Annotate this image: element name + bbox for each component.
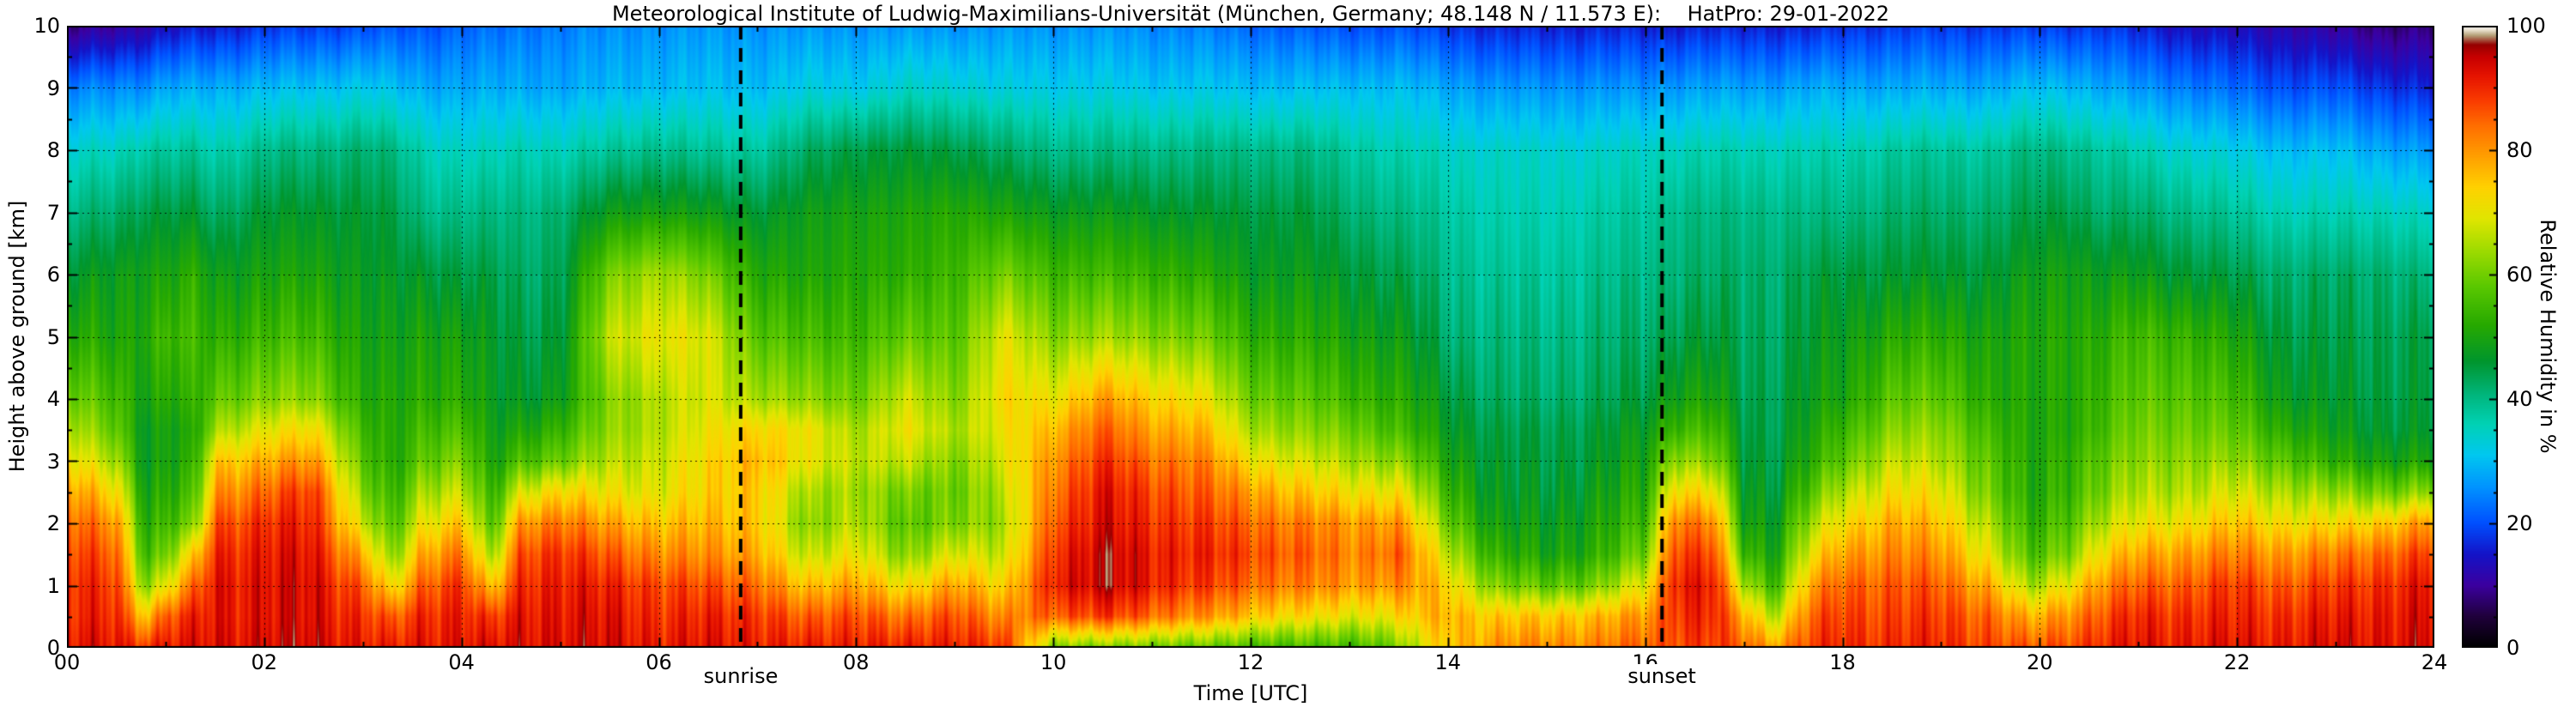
y-tick-label: 0 — [46, 636, 60, 660]
x-axis-label: Time [UTC] — [1193, 681, 1308, 705]
x-tick-label: 18 — [1829, 650, 1856, 674]
colorbar-tick-label: 100 — [2506, 14, 2546, 38]
x-tick-label: 20 — [2027, 650, 2053, 674]
x-tick-label: 22 — [2223, 650, 2251, 674]
colorbar-tick-label: 20 — [2506, 511, 2533, 535]
y-tick-label: 2 — [46, 511, 60, 535]
x-tick-label: 06 — [646, 650, 672, 674]
x-tick-label: 10 — [1039, 650, 1067, 674]
x-tick-label: 02 — [251, 650, 278, 674]
colorbar-axis-label: Relative Humidity in % — [2536, 219, 2560, 454]
humidity-heatmap-canvas — [67, 26, 2434, 648]
y-tick-label: 3 — [46, 449, 60, 474]
y-tick-label: 4 — [46, 387, 60, 411]
colorbar-tick-label: 0 — [2506, 636, 2520, 660]
sunset-annotation-label: sunset — [1624, 664, 1700, 688]
colorbar-tick-label: 40 — [2506, 387, 2533, 411]
chart-title: Meteorological Institute of Ludwig-Maxim… — [611, 2, 1890, 26]
colorbar-tick-label: 80 — [2506, 138, 2533, 162]
sunrise-annotation-label: sunrise — [700, 664, 782, 688]
x-tick-label: 04 — [448, 650, 475, 674]
x-tick-label: 12 — [1237, 650, 1264, 674]
y-tick-label: 5 — [46, 324, 60, 349]
x-tick-label: 00 — [53, 650, 81, 674]
y-tick-label: 7 — [46, 200, 60, 225]
y-tick-label: 10 — [33, 14, 60, 38]
colorbar-tick-label: 60 — [2506, 263, 2533, 287]
x-tick-label: 24 — [2421, 650, 2448, 674]
plot-area — [67, 26, 2434, 648]
y-tick-label: 9 — [46, 76, 60, 100]
y-tick-label: 6 — [46, 263, 60, 287]
x-tick-label: 08 — [843, 650, 870, 674]
colorbar — [2462, 26, 2498, 648]
colorbar-canvas — [2462, 26, 2498, 648]
x-tick-label: 14 — [1434, 650, 1462, 674]
y-tick-label: 8 — [46, 138, 60, 162]
y-tick-label: 1 — [46, 573, 60, 598]
